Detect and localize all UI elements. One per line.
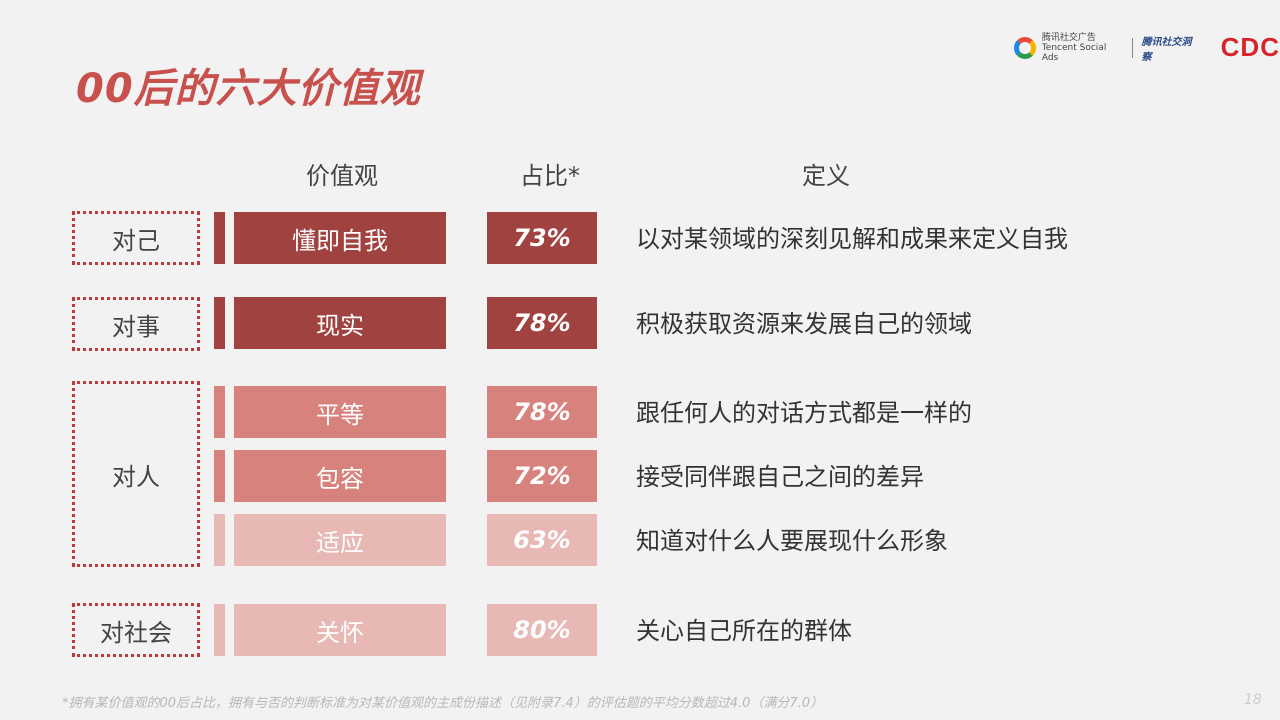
row-marker <box>214 386 225 438</box>
insight-logo: 腾讯社交洞察 <box>1141 36 1192 63</box>
definition-text: 关心自己所在的群体 <box>636 616 852 645</box>
ratio-label: 80% <box>487 604 597 656</box>
header-definition: 定义 <box>802 162 850 190</box>
cdc-logo: CDC <box>1220 32 1280 62</box>
ratio-label: 78% <box>487 386 597 438</box>
value-label: 平等 <box>234 386 446 438</box>
row-marker <box>214 604 225 656</box>
row-marker <box>214 212 225 264</box>
category-society: 对社会 <box>72 603 200 657</box>
definition-text: 以对某领域的深刻见解和成果来定义自我 <box>636 224 1068 253</box>
definition-text: 积极获取资源来发展自己的领域 <box>636 309 972 338</box>
row-marker <box>214 297 225 349</box>
definition-text: 跟任何人的对话方式都是一样的 <box>636 398 972 427</box>
definition-text: 接受同伴跟自己之间的差异 <box>636 462 924 491</box>
tencent-cn: 腾讯社交广告 <box>1041 32 1096 43</box>
row-marker <box>214 450 225 502</box>
logo-bar: 腾讯社交广告 Tencent Social Ads 腾讯社交洞察 CDC <box>1014 32 1280 63</box>
ratio-label: 63% <box>487 514 597 566</box>
value-label: 现实 <box>234 297 446 349</box>
page-title: 00后的六大价值观 <box>76 66 421 112</box>
tencent-logo-icon <box>1014 36 1036 59</box>
ratio-label: 78% <box>487 297 597 349</box>
footnote: *拥有某价值观的00后占比，拥有与否的判断标准为对某价值观的主成份描述（见附录7… <box>62 696 824 711</box>
value-label: 包容 <box>234 450 446 502</box>
header-ratio: 占比* <box>520 162 580 190</box>
divider <box>1132 37 1134 58</box>
value-label: 适应 <box>234 514 446 566</box>
category-self: 对己 <box>72 211 200 265</box>
header-value: 价值观 <box>306 162 378 190</box>
definition-text: 知道对什么人要展现什么形象 <box>636 526 948 555</box>
category-things: 对事 <box>72 297 200 351</box>
value-label: 关怀 <box>234 604 446 656</box>
ratio-label: 73% <box>487 212 597 264</box>
value-label: 懂即自我 <box>234 212 446 264</box>
category-people: 对人 <box>72 381 200 567</box>
row-marker <box>214 514 225 566</box>
page-number: 18 <box>1244 692 1262 708</box>
ratio-label: 72% <box>487 450 597 502</box>
tencent-en: Tencent Social Ads <box>1041 42 1107 63</box>
